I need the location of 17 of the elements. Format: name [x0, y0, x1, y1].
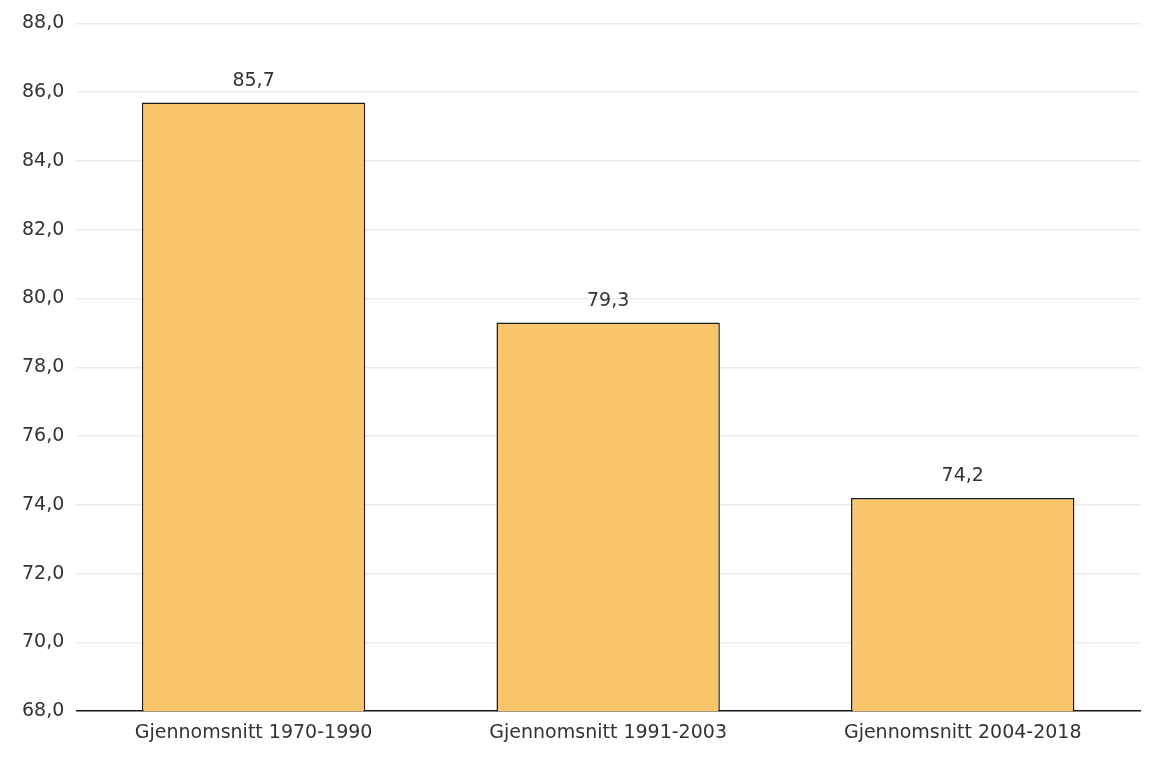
y-tick-label: 88,0	[21, 10, 65, 33]
y-tick-label: 76,0	[21, 423, 65, 446]
x-tick-label: Gjennomsnitt 1991-2003	[489, 719, 727, 742]
y-tick-label: 68,0	[21, 698, 65, 721]
y-tick-label: 80,0	[21, 285, 65, 308]
data-label: 79,3	[587, 288, 630, 311]
x-tick-label: Gjennomsnitt 2004-2018	[843, 719, 1082, 742]
x-tick-label: Gjennomsnitt 1970-1990	[134, 719, 373, 742]
y-tick-label: 74,0	[21, 491, 65, 514]
y-tick-label: 82,0	[21, 216, 65, 239]
y-tick-label: 70,0	[21, 629, 65, 652]
y-tick-label: 86,0	[21, 79, 65, 102]
data-label: 74,2	[941, 463, 984, 486]
y-tick-label: 78,0	[21, 354, 65, 377]
data-label: 85,7	[232, 67, 275, 90]
y-tick-label: 84,0	[21, 147, 65, 170]
y-tick-label: 72,0	[21, 560, 65, 583]
